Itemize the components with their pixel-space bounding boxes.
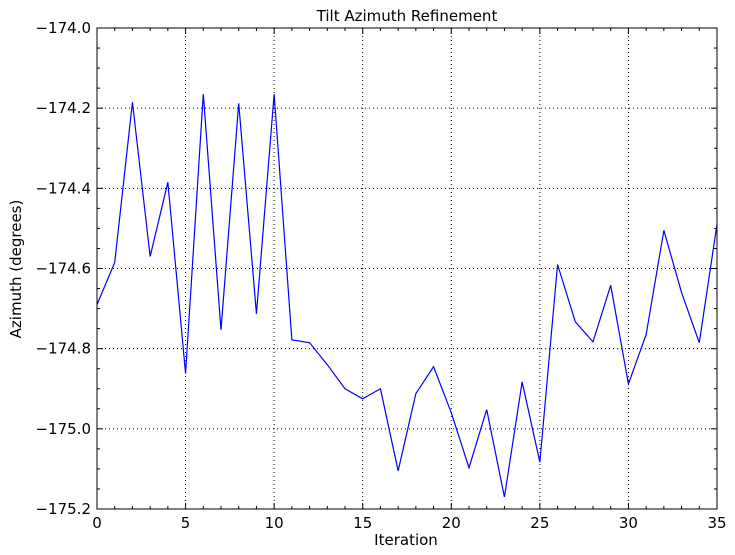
x-tick-label: 20 [442, 514, 461, 532]
y-tick-label: −174.2 [35, 99, 91, 117]
y-tick-label: −175.0 [35, 420, 91, 438]
x-tick-label: 35 [707, 514, 726, 532]
y-tick-label: −174.0 [35, 19, 91, 37]
y-tick-label: −174.6 [35, 260, 91, 278]
x-tick-label: 0 [92, 514, 102, 532]
x-tick-label: 15 [353, 514, 372, 532]
x-tick-label: 25 [530, 514, 549, 532]
x-tick-label: 5 [181, 514, 191, 532]
x-tick-label: 10 [265, 514, 284, 532]
y-tick-label: −175.2 [35, 500, 91, 518]
plot-frame [96, 27, 718, 510]
y-axis-label: Azimuth (degrees) [7, 200, 25, 339]
x-tick-label: 30 [619, 514, 638, 532]
series-lines [96, 94, 718, 498]
grid-lines [97, 28, 717, 509]
tick-labels: 0 5 10 15 20 25 30 35 −174.0 −174.2 −174.4 −174.6 −1… [35, 19, 726, 532]
azimuth-series-line [96, 94, 718, 498]
chart-title: Tilt Azimuth Refinement [316, 7, 498, 25]
y-tick-label: −174.8 [35, 340, 91, 358]
x-axis-label: Iteration [374, 531, 438, 549]
y-tick-label: −174.4 [35, 179, 91, 197]
